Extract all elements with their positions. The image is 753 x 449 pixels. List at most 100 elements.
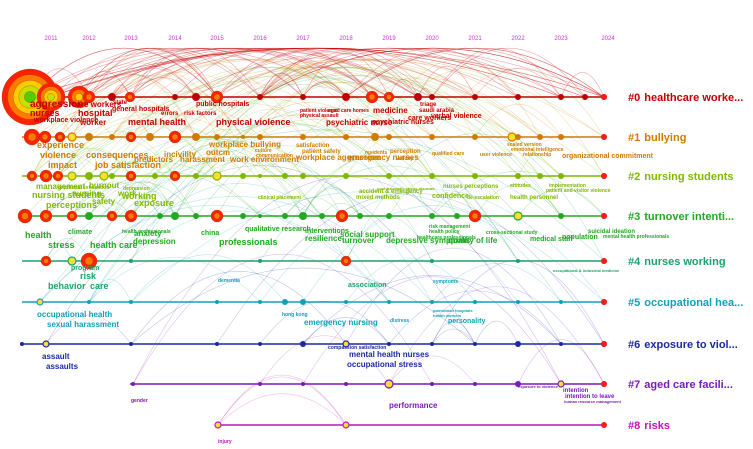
keyword-node <box>42 212 50 220</box>
keyword-node <box>338 212 346 220</box>
keyword-label: communication <box>256 153 293 159</box>
keyword-node <box>258 259 262 263</box>
keyword-label: health personnel <box>510 195 558 201</box>
cluster-label[interactable]: #7 aged care facili... <box>628 379 733 391</box>
link-arc <box>111 180 176 217</box>
keyword-label: predictors <box>134 155 174 164</box>
cluster-id: #6 <box>628 339 640 351</box>
keyword-node <box>516 300 520 304</box>
link-arc <box>216 156 343 217</box>
link-arc <box>88 102 390 177</box>
keyword-label: intention to leave <box>565 394 615 400</box>
cluster-label[interactable]: #2 nursing students <box>628 171 733 183</box>
link-arc <box>129 55 218 98</box>
cluster-name: bullying <box>644 132 686 144</box>
keyword-label: patient and visitor violence <box>546 188 611 194</box>
link-arc <box>78 48 218 98</box>
keyword-label: implementation <box>549 183 586 189</box>
link-arc <box>149 59 541 138</box>
keyword-label: depression <box>123 186 150 192</box>
link-arc <box>517 339 605 385</box>
link-arc <box>111 140 361 217</box>
keyword-label: health <box>25 230 52 240</box>
link-arc <box>431 48 562 98</box>
link-arc <box>57 120 218 177</box>
keyword-node <box>128 173 134 179</box>
keyword-label: medicine <box>373 106 408 115</box>
keyword-node <box>559 342 563 346</box>
cluster-label[interactable]: #6 exposure to viol... <box>628 339 738 351</box>
keyword-node <box>386 173 392 179</box>
link-arc <box>111 48 347 98</box>
cluster-label[interactable]: #3 turnover intenti... <box>628 211 734 223</box>
link-arc <box>129 77 197 98</box>
keyword-node <box>258 214 262 218</box>
keyword-node <box>109 213 115 219</box>
keyword-node <box>67 132 77 142</box>
keyword-label: health care <box>90 240 138 250</box>
keyword-label: association <box>348 282 387 289</box>
cluster-id: #4 <box>628 256 641 268</box>
cluster-label[interactable]: #5 occupational hea... <box>628 297 743 309</box>
cluster-label[interactable]: #8 risks <box>628 420 670 432</box>
cluster-labels: #0 healthcare worke... #1 bullying #2 nursing… <box>628 92 743 432</box>
keyword-node <box>67 256 77 266</box>
keyword-label: human resource management <box>564 399 622 404</box>
link-arc <box>132 176 562 385</box>
year-label: 2011 <box>45 36 59 42</box>
link-arc <box>57 66 605 177</box>
link-arc <box>388 286 605 385</box>
link-arc <box>174 50 347 98</box>
cluster-id: #1 <box>628 132 640 144</box>
keyword-label: user violence <box>480 152 512 158</box>
keyword-node <box>69 213 75 219</box>
keyword-label: medical staff <box>530 236 573 243</box>
link-arc <box>216 192 605 345</box>
keyword-node <box>387 342 391 346</box>
cluster-label[interactable]: #1 bullying <box>628 132 686 144</box>
year-label: 2024 <box>601 36 615 42</box>
keyword-label: cross-sectional study <box>486 230 538 236</box>
keyword-label: health policy <box>429 229 460 235</box>
link-arc <box>474 103 562 138</box>
cluster-name: aged care facili... <box>644 379 733 391</box>
cluster-label[interactable]: #0 healthcare worke... <box>628 92 743 104</box>
keyword-node <box>282 173 288 179</box>
link-arc <box>302 77 541 138</box>
keyword-node <box>387 300 391 304</box>
keyword-label: injury <box>218 439 232 445</box>
keyword-node <box>300 173 306 179</box>
keyword-label: intention <box>563 388 589 394</box>
link-arc <box>132 254 433 385</box>
link-arc <box>45 165 476 345</box>
keyword-node <box>386 213 392 219</box>
timeline-end-node <box>601 134 607 140</box>
link-arc <box>345 47 519 98</box>
link-arc <box>259 48 562 98</box>
keyword-label: suicidal ideation <box>588 229 635 235</box>
link-arc <box>345 258 476 303</box>
link-arc <box>111 62 304 138</box>
keyword-label: physical violence <box>216 117 291 127</box>
keyword-node <box>152 173 158 179</box>
keyword-node <box>258 382 262 386</box>
keyword-node <box>42 340 50 348</box>
keyword-node <box>515 341 521 347</box>
link-arc <box>24 75 562 217</box>
keyword-label: workplace violence <box>33 117 98 124</box>
keyword-label: residents <box>365 150 387 156</box>
keyword-label: dementia <box>218 278 240 284</box>
link-arc <box>59 72 304 138</box>
keyword-node <box>24 91 36 103</box>
cluster-name: nursing students <box>644 171 733 183</box>
keyword-label: violence <box>40 150 76 160</box>
keyword-label: mixed methods <box>356 195 401 201</box>
link-arc <box>130 254 286 303</box>
link-arc <box>345 247 562 345</box>
cluster-label[interactable]: #4 nurses working <box>628 256 726 268</box>
keyword-node <box>171 212 179 220</box>
link-arc <box>88 182 390 303</box>
link-arc <box>71 181 161 217</box>
